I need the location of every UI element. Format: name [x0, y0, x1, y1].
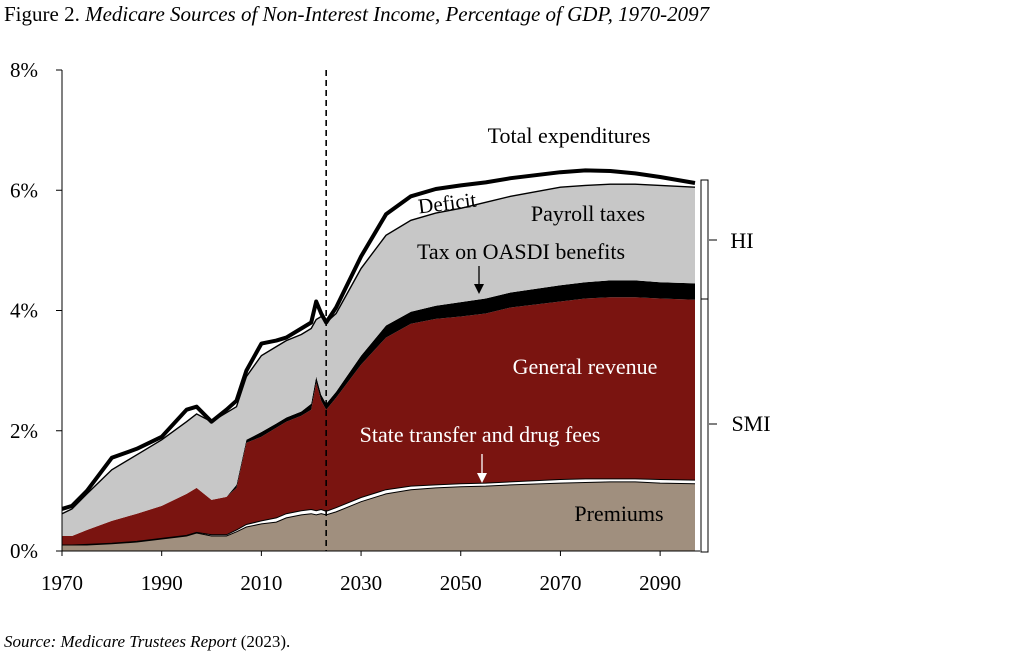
area-payroll-taxes — [62, 184, 695, 536]
chart-axes: 0% 2% 4% 6% 8% 1970 1990 2010 2030 2050 2070 2090 — [10, 58, 717, 595]
label-payroll-taxes: Payroll taxes — [531, 201, 645, 226]
label-tax-on-oasdi: Tax on OASDI benefits — [417, 239, 625, 264]
x-tick-label: 1990 — [141, 571, 183, 595]
label-hi: HI — [730, 228, 753, 253]
x-tick-label: 2050 — [440, 571, 482, 595]
payroll-top-line — [61, 183, 696, 515]
label-total-expenditures: Total expenditures — [488, 123, 651, 148]
state-arrow-head — [477, 473, 487, 483]
figure-title-text: Medicare Sources of Non-Interest Income,… — [85, 2, 710, 26]
x-tick-label: 2070 — [539, 571, 581, 595]
x-tick-label: 2030 — [340, 571, 382, 595]
label-general-revenue: General revenue — [513, 354, 658, 379]
x-tick-label: 1970 — [41, 571, 83, 595]
total-expenditures-line — [61, 168, 696, 511]
x-tick-label: 2090 — [639, 571, 681, 595]
area-deficit — [62, 170, 695, 514]
x-tick-label: 2010 — [240, 571, 282, 595]
premiums-top-line — [62, 481, 696, 546]
label-smi: SMI — [731, 411, 770, 436]
label-state-transfer: State transfer and drug fees — [360, 422, 601, 447]
source-name: Medicare Trustees Report — [60, 632, 237, 651]
y-tick-label: 6% — [10, 178, 38, 202]
oasdi-arrow-head — [474, 284, 484, 294]
y-tick-label: 4% — [10, 299, 38, 323]
hi-smi-bracket — [700, 179, 709, 553]
y-tick-label: 0% — [10, 539, 38, 563]
source-note: Source: Medicare Trustees Report (2023). — [4, 632, 290, 652]
figure-label: Figure 2. — [4, 2, 80, 26]
area-general-revenue — [62, 297, 695, 545]
medicare-income-chart: 0% 2% 4% 6% 8% 1970 1990 2010 2030 2050 2070 2090 T… — [10, 58, 771, 595]
area-premiums — [62, 481, 695, 551]
source-label: Source: — [4, 632, 57, 651]
series-lines — [61, 70, 696, 551]
y-tick-label: 2% — [10, 419, 38, 443]
state-transfer-top-line — [62, 478, 696, 546]
source-year: (2023). — [240, 632, 291, 651]
y-tick-label: 8% — [10, 58, 38, 82]
figure-title: Figure 2. Medicare Sources of Non-Intere… — [4, 2, 709, 27]
label-premiums: Premiums — [574, 501, 663, 526]
